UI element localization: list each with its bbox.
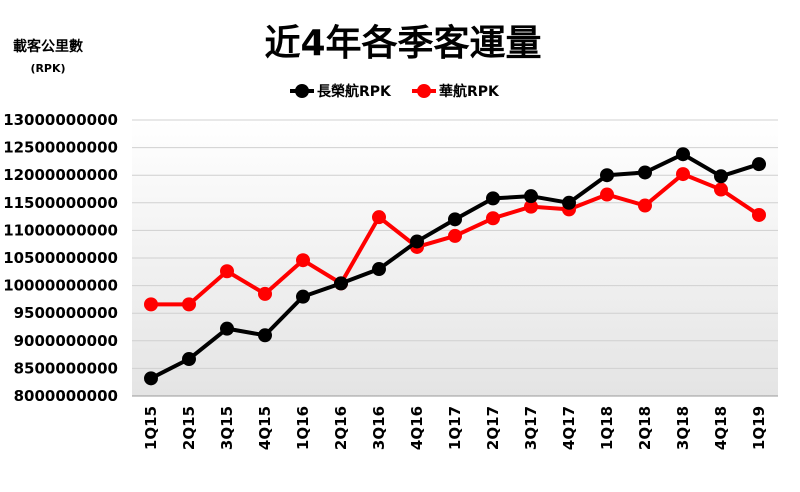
data-point — [752, 207, 766, 222]
data-point — [714, 169, 728, 184]
x-tick-label: 1Q19 — [750, 406, 768, 450]
legend: 長榮航RPK 華航RPK — [290, 83, 500, 100]
x-tick-label: 4Q16 — [408, 406, 426, 450]
x-tick-label: 2Q18 — [636, 406, 654, 450]
data-point — [486, 211, 500, 226]
y-tick-label: 12000000000 — [3, 166, 118, 184]
series-0 — [144, 147, 766, 386]
y-tick-label: 9500000000 — [14, 304, 118, 322]
data-point — [182, 352, 196, 367]
y-tick-label: 8000000000 — [14, 387, 118, 405]
data-point — [258, 328, 272, 343]
data-point — [372, 262, 386, 277]
y-tick-label: 10000000000 — [3, 277, 118, 295]
series-layer — [144, 147, 766, 386]
data-point — [752, 157, 766, 172]
y-tick-label: 13000000000 — [3, 111, 118, 129]
x-tick-label: 3Q16 — [370, 406, 388, 450]
y-axis-unit: (RPK) — [30, 62, 65, 75]
data-point — [410, 234, 424, 249]
series-1 — [144, 167, 766, 312]
data-point — [220, 321, 234, 336]
legend-item: 長榮航RPK — [290, 83, 392, 100]
legend-label: 華航RPK — [439, 83, 500, 100]
data-point — [220, 264, 234, 279]
x-tick-label: 4Q17 — [560, 406, 578, 450]
data-point — [258, 286, 272, 301]
x-tick-label: 3Q15 — [218, 406, 236, 450]
data-point — [562, 195, 576, 210]
x-tick-label: 2Q15 — [180, 406, 198, 450]
x-tick-label: 1Q16 — [294, 406, 312, 450]
data-point — [524, 189, 538, 204]
data-point — [638, 165, 652, 180]
data-point — [600, 168, 614, 183]
legend-item: 華航RPK — [412, 83, 500, 100]
data-point — [600, 187, 614, 202]
legend-swatch-marker — [295, 84, 309, 98]
x-tick-label: 4Q15 — [256, 406, 274, 450]
x-tick-label: 1Q18 — [598, 406, 616, 450]
legend-swatch-marker — [417, 84, 431, 98]
y-tick-label: 9000000000 — [14, 332, 118, 350]
y-tick-label: 8500000000 — [14, 359, 118, 377]
x-tick-label: 3Q17 — [522, 406, 540, 450]
data-point — [486, 191, 500, 206]
y-tick-label: 11000000000 — [3, 221, 118, 239]
x-tick-label: 1Q17 — [446, 406, 464, 450]
data-point — [372, 210, 386, 225]
x-axis-ticks: 1Q15 2Q15 3Q15 4Q15 1Q16 2Q16 3Q16 4Q16 1Q17 2Q17… — [142, 406, 768, 450]
x-tick-label: 2Q17 — [484, 406, 502, 450]
data-point — [182, 297, 196, 312]
data-point — [448, 212, 462, 227]
y-axis-title: 載客公里數 — [13, 38, 83, 55]
y-tick-label: 11500000000 — [3, 194, 118, 212]
x-tick-label: 3Q18 — [674, 406, 692, 450]
data-point — [448, 228, 462, 243]
data-point — [638, 198, 652, 213]
legend-label: 長榮航RPK — [317, 83, 392, 100]
x-tick-label: 1Q15 — [142, 406, 160, 450]
data-point — [524, 199, 538, 214]
data-point — [296, 289, 310, 304]
data-point — [676, 167, 690, 182]
y-tick-label: 10500000000 — [3, 249, 118, 267]
chart-title: 近4年各季客運量 — [264, 23, 541, 64]
data-point — [144, 297, 158, 312]
data-point — [714, 182, 728, 197]
data-point — [296, 253, 310, 268]
gridlines — [132, 119, 778, 397]
data-point — [676, 147, 690, 162]
x-tick-label: 2Q16 — [332, 406, 350, 450]
y-axis-ticks: 13000000000 12500000000 12000000000 1150000… — [3, 111, 118, 405]
data-point — [334, 276, 348, 291]
data-point — [144, 371, 158, 386]
y-tick-label: 12500000000 — [3, 139, 118, 157]
x-tick-label: 4Q18 — [712, 406, 730, 450]
